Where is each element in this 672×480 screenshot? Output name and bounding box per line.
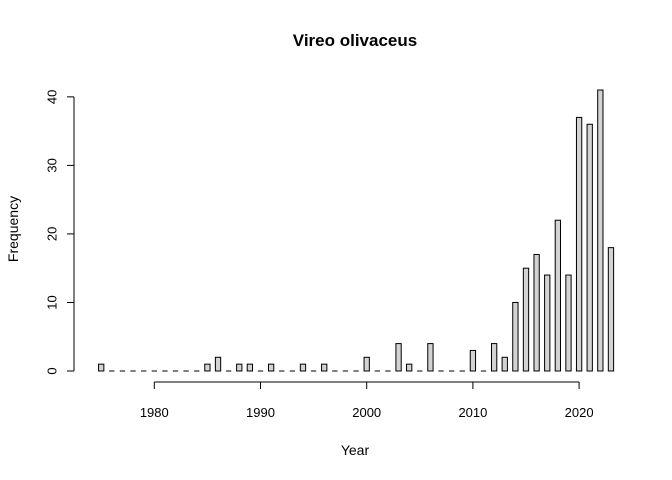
y-tick-label-10: 10	[45, 295, 60, 309]
bar-2010	[469, 349, 477, 372]
bar-2000	[363, 356, 370, 372]
bar-2021	[586, 123, 593, 372]
bar-1989	[246, 363, 254, 372]
bar-2015	[522, 267, 530, 372]
bar-2019	[565, 274, 572, 372]
bar-2013	[501, 356, 508, 372]
y-tick-label-0: 0	[45, 367, 60, 374]
x-tick-label-1990: 1990	[246, 405, 275, 420]
y-axis-label: Frequency	[5, 196, 21, 262]
x-axis: 1980 1990 2000 2010 2020	[140, 381, 594, 420]
bar-1975	[98, 363, 105, 372]
bar-2017	[544, 274, 551, 372]
bar-2016	[533, 253, 540, 372]
bar-2022	[597, 89, 604, 372]
bar-2004	[406, 363, 413, 372]
x-tick-label-2000: 2000	[352, 405, 381, 420]
bar-2020	[575, 116, 583, 372]
x-tick-label-2010: 2010	[458, 405, 487, 420]
bar-2023	[607, 247, 615, 372]
x-tick-label-2020: 2020	[565, 405, 594, 420]
bar-1994	[299, 363, 307, 372]
bar-2012	[490, 343, 498, 372]
bar-2006	[427, 343, 434, 372]
bar-1996	[321, 363, 328, 372]
y-tick-label-30: 30	[45, 158, 60, 172]
y-tick-label-20: 20	[45, 227, 60, 241]
bar-2018	[554, 219, 562, 372]
chart-title: Vireo olivaceus	[293, 31, 417, 50]
bar-1991	[267, 363, 275, 372]
bar-1985	[204, 363, 211, 372]
bar-2014	[512, 301, 519, 372]
y-axis: 0 10 20 30 40	[45, 90, 75, 375]
bar-2003	[395, 343, 402, 372]
bar-1988	[236, 363, 243, 372]
x-axis-label: Year	[341, 442, 370, 458]
x-tick-label-1980: 1980	[140, 405, 169, 420]
bars-group	[98, 89, 615, 372]
bar-1986	[214, 356, 222, 372]
y-tick-label-40: 40	[45, 90, 60, 104]
